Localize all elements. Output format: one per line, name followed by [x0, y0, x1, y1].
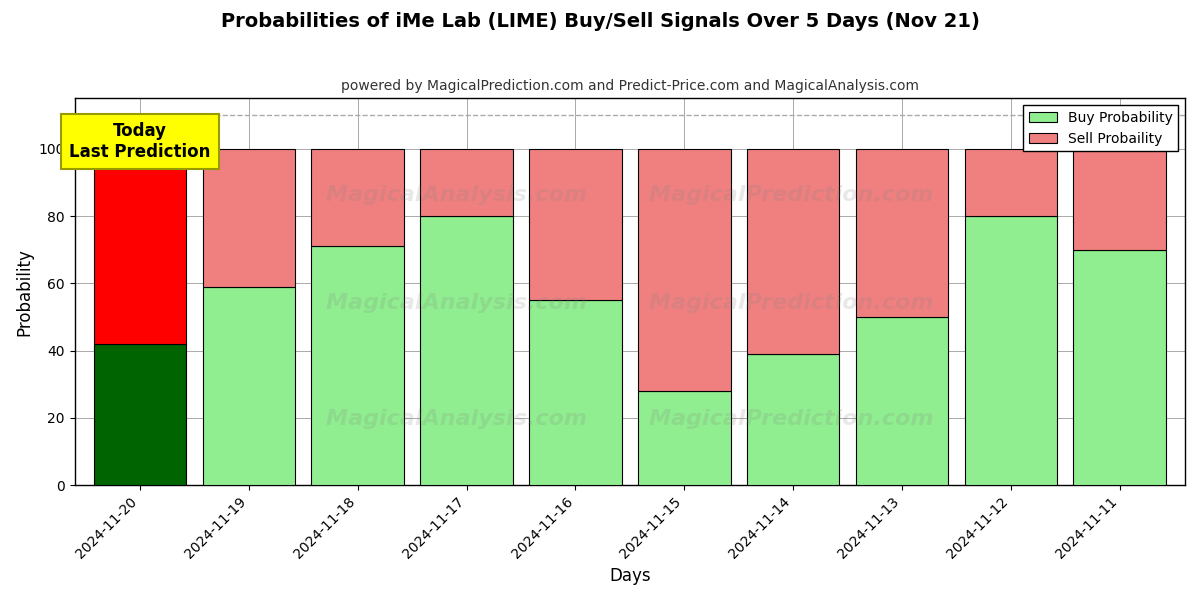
- Text: MagicalAnalysis.com        MagicalPrediction.com: MagicalAnalysis.com MagicalPrediction.co…: [326, 293, 934, 313]
- Bar: [312, 247, 404, 485]
- Text: Today
Last Prediction: Today Last Prediction: [70, 122, 211, 161]
- Bar: [529, 149, 622, 300]
- Bar: [94, 344, 186, 485]
- Bar: [638, 149, 731, 391]
- Bar: [965, 216, 1057, 485]
- X-axis label: Days: Days: [610, 567, 650, 585]
- Bar: [1074, 250, 1166, 485]
- Bar: [638, 391, 731, 485]
- Text: MagicalAnalysis.com        MagicalPrediction.com: MagicalAnalysis.com MagicalPrediction.co…: [326, 409, 934, 430]
- Bar: [746, 354, 839, 485]
- Bar: [1074, 149, 1166, 250]
- Bar: [746, 149, 839, 354]
- Legend: Buy Probability, Sell Probaility: Buy Probability, Sell Probaility: [1024, 105, 1178, 151]
- Text: MagicalAnalysis.com        MagicalPrediction.com: MagicalAnalysis.com MagicalPrediction.co…: [326, 185, 934, 205]
- Bar: [420, 149, 512, 216]
- Y-axis label: Probability: Probability: [16, 248, 34, 335]
- Bar: [529, 300, 622, 485]
- Title: powered by MagicalPrediction.com and Predict-Price.com and MagicalAnalysis.com: powered by MagicalPrediction.com and Pre…: [341, 79, 919, 93]
- Bar: [312, 149, 404, 247]
- Bar: [203, 287, 295, 485]
- Text: Probabilities of iMe Lab (LIME) Buy/Sell Signals Over 5 Days (Nov 21): Probabilities of iMe Lab (LIME) Buy/Sell…: [221, 12, 979, 31]
- Bar: [420, 216, 512, 485]
- Bar: [856, 149, 948, 317]
- Bar: [965, 149, 1057, 216]
- Bar: [856, 317, 948, 485]
- Bar: [203, 149, 295, 287]
- Bar: [94, 142, 186, 344]
